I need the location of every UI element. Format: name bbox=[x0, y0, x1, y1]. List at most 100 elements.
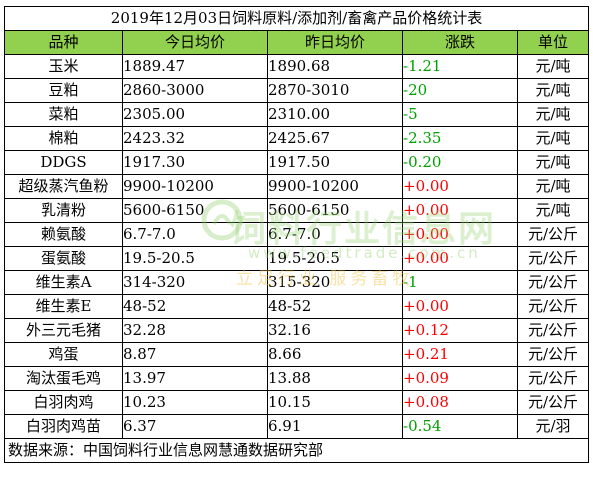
change-cell: -1 bbox=[402, 270, 518, 295]
variety-cell: DDGS bbox=[4, 150, 123, 175]
today-price-cell: 2860-3000 bbox=[122, 78, 268, 103]
table-row: 乳清粉 5600-6150 5600-6150 +0.00 元/吨 bbox=[4, 198, 590, 223]
variety-cell: 超级蒸汽鱼粉 bbox=[4, 174, 123, 199]
yesterday-price-cell: 2870-3010 bbox=[267, 78, 403, 103]
yesterday-price-cell: 5600-6150 bbox=[267, 198, 403, 223]
variety-cell: 白羽肉鸡苗 bbox=[4, 414, 123, 439]
header-yesterday-price: 昨日均价 bbox=[267, 30, 403, 55]
change-cell: -5 bbox=[402, 102, 518, 127]
change-cell: -2.35 bbox=[402, 126, 518, 151]
yesterday-price-cell: 8.66 bbox=[267, 342, 403, 367]
variety-cell: 棉粕 bbox=[4, 126, 123, 151]
yesterday-price-cell: 9900-10200 bbox=[267, 174, 403, 199]
variety-cell: 维生素E bbox=[4, 294, 123, 319]
variety-cell: 乳清粉 bbox=[4, 198, 123, 223]
change-cell: +0.09 bbox=[402, 366, 518, 391]
change-cell: +0.00 bbox=[402, 246, 518, 271]
header-variety: 品种 bbox=[4, 30, 123, 55]
unit-cell: 元/公斤 bbox=[516, 318, 590, 343]
price-table: 2019年12月03日饲料原料/添加剂/畜禽产品价格统计表 品种 今日均价 昨日… bbox=[3, 6, 590, 463]
yesterday-price-cell: 1890.68 bbox=[267, 54, 403, 79]
today-price-cell: 6.37 bbox=[122, 414, 268, 439]
yesterday-price-cell: 48-52 bbox=[267, 294, 403, 319]
change-cell: +0.00 bbox=[402, 198, 518, 223]
change-cell: -0.20 bbox=[402, 150, 518, 175]
table-row: 白羽肉鸡苗 6.37 6.91 -0.54 元/羽 bbox=[4, 414, 590, 439]
table-row: 超级蒸汽鱼粉 9900-10200 9900-10200 +0.00 元/吨 bbox=[4, 174, 590, 199]
header-change: 涨跌 bbox=[402, 30, 518, 55]
table-row: 淘汰蛋毛鸡 13.97 13.88 +0.09 元/公斤 bbox=[4, 366, 590, 391]
unit-cell: 元/羽 bbox=[516, 414, 590, 439]
unit-cell: 元/吨 bbox=[516, 198, 590, 223]
change-cell: -1.21 bbox=[402, 54, 518, 79]
yesterday-price-cell: 1917.50 bbox=[267, 150, 403, 175]
table-row: 外三元毛猪 32.28 32.16 +0.12 元/公斤 bbox=[4, 318, 590, 343]
unit-cell: 元/吨 bbox=[516, 174, 590, 199]
yesterday-price-cell: 6.91 bbox=[267, 414, 403, 439]
table-title: 2019年12月03日饲料原料/添加剂/畜禽产品价格统计表 bbox=[3, 6, 590, 31]
today-price-cell: 8.87 bbox=[122, 342, 268, 367]
variety-cell: 淘汰蛋毛鸡 bbox=[4, 366, 123, 391]
today-price-cell: 1917.30 bbox=[122, 150, 268, 175]
unit-cell: 元/公斤 bbox=[516, 366, 590, 391]
yesterday-price-cell: 6.7-7.0 bbox=[267, 222, 403, 247]
yesterday-price-cell: 10.15 bbox=[267, 390, 403, 415]
variety-cell: 白羽肉鸡 bbox=[4, 390, 123, 415]
data-source-note: 数据来源：中国饲料行业信息网慧通数据研究部 bbox=[3, 438, 590, 463]
today-price-cell: 19.5-20.5 bbox=[122, 246, 268, 271]
yesterday-price-cell: 2310.00 bbox=[267, 102, 403, 127]
table-row: 豆粕 2860-3000 2870-3010 -20 元/吨 bbox=[4, 78, 590, 103]
table-row: 棉粕 2423.32 2425.67 -2.35 元/吨 bbox=[4, 126, 590, 151]
change-cell: -20 bbox=[402, 78, 518, 103]
variety-cell: 维生素A bbox=[4, 270, 123, 295]
unit-cell: 元/公斤 bbox=[516, 294, 590, 319]
unit-cell: 元/吨 bbox=[516, 102, 590, 127]
table-row: 赖氨酸 6.7-7.0 6.7-7.0 +0.00 元/公斤 bbox=[4, 222, 590, 247]
header-unit: 单位 bbox=[516, 30, 590, 55]
unit-cell: 元/公斤 bbox=[516, 342, 590, 367]
table-row: 菜粕 2305.00 2310.00 -5 元/吨 bbox=[4, 102, 590, 127]
today-price-cell: 6.7-7.0 bbox=[122, 222, 268, 247]
today-price-cell: 32.28 bbox=[122, 318, 268, 343]
variety-cell: 豆粕 bbox=[4, 78, 123, 103]
unit-cell: 元/公斤 bbox=[516, 270, 590, 295]
header-row: 品种 今日均价 昨日均价 涨跌 单位 bbox=[4, 30, 590, 55]
table-row: DDGS 1917.30 1917.50 -0.20 元/吨 bbox=[4, 150, 590, 175]
unit-cell: 元/吨 bbox=[516, 78, 590, 103]
today-price-cell: 10.23 bbox=[122, 390, 268, 415]
table-row: 维生素E 48-52 48-52 +0.00 元/公斤 bbox=[4, 294, 590, 319]
table-row: 蛋氨酸 19.5-20.5 19.5-20.5 +0.00 元/公斤 bbox=[4, 246, 590, 271]
unit-cell: 元/吨 bbox=[516, 54, 590, 79]
variety-cell: 鸡蛋 bbox=[4, 342, 123, 367]
today-price-cell: 2423.32 bbox=[122, 126, 268, 151]
today-price-cell: 48-52 bbox=[122, 294, 268, 319]
yesterday-price-cell: 315-320 bbox=[267, 270, 403, 295]
change-cell: +0.00 bbox=[402, 174, 518, 199]
yesterday-price-cell: 19.5-20.5 bbox=[267, 246, 403, 271]
today-price-cell: 2305.00 bbox=[122, 102, 268, 127]
today-price-cell: 314-320 bbox=[122, 270, 268, 295]
header-today-price: 今日均价 bbox=[122, 30, 268, 55]
unit-cell: 元/吨 bbox=[516, 126, 590, 151]
unit-cell: 元/公斤 bbox=[516, 222, 590, 247]
table-row: 白羽肉鸡 10.23 10.15 +0.08 元/公斤 bbox=[4, 390, 590, 415]
unit-cell: 元/公斤 bbox=[516, 390, 590, 415]
variety-cell: 外三元毛猪 bbox=[4, 318, 123, 343]
table-row: 维生素A 314-320 315-320 -1 元/公斤 bbox=[4, 270, 590, 295]
change-cell: +0.08 bbox=[402, 390, 518, 415]
today-price-cell: 5600-6150 bbox=[122, 198, 268, 223]
variety-cell: 玉米 bbox=[4, 54, 123, 79]
yesterday-price-cell: 32.16 bbox=[267, 318, 403, 343]
change-cell: -0.54 bbox=[402, 414, 518, 439]
unit-cell: 元/公斤 bbox=[516, 246, 590, 271]
today-price-cell: 9900-10200 bbox=[122, 174, 268, 199]
today-price-cell: 1889.47 bbox=[122, 54, 268, 79]
variety-cell: 菜粕 bbox=[4, 102, 123, 127]
change-cell: +0.21 bbox=[402, 342, 518, 367]
variety-cell: 蛋氨酸 bbox=[4, 246, 123, 271]
change-cell: +0.12 bbox=[402, 318, 518, 343]
table-row: 鸡蛋 8.87 8.66 +0.21 元/公斤 bbox=[4, 342, 590, 367]
yesterday-price-cell: 2425.67 bbox=[267, 126, 403, 151]
variety-cell: 赖氨酸 bbox=[4, 222, 123, 247]
unit-cell: 元/吨 bbox=[516, 150, 590, 175]
